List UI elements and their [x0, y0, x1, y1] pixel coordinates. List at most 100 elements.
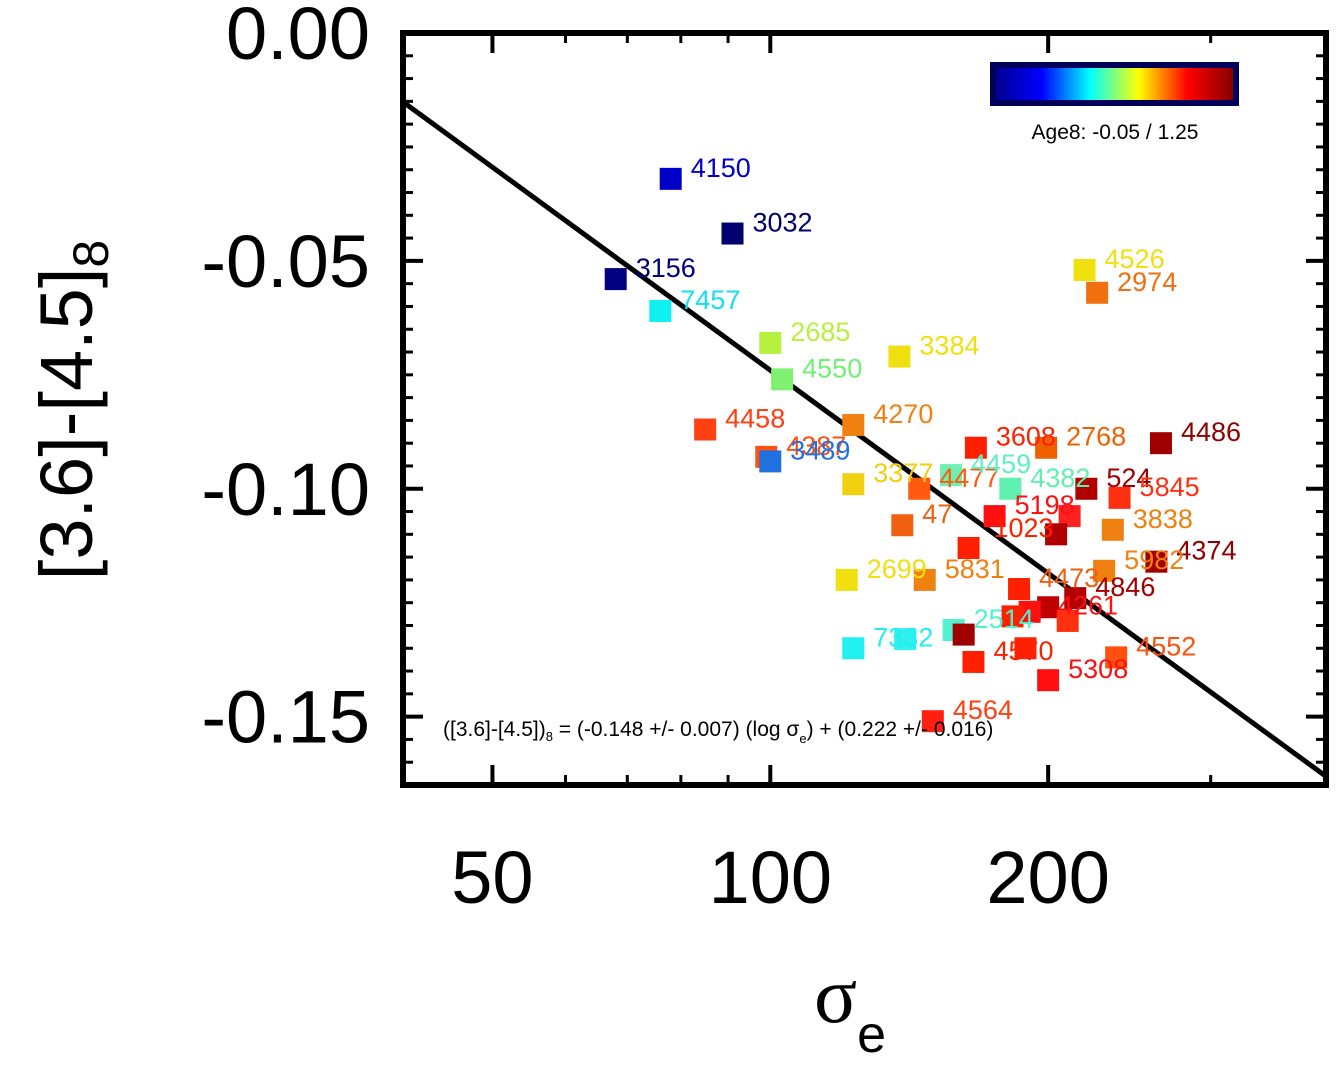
point-label: 3377: [873, 458, 933, 488]
point-label: 4477: [939, 463, 999, 493]
data-point: [983, 505, 1006, 528]
point-label: 4387: [786, 431, 846, 461]
point-label: 4552: [1136, 631, 1196, 661]
point-label: 5308: [1068, 654, 1128, 684]
point-label: 2974: [1117, 267, 1177, 297]
data-point: [891, 514, 914, 537]
x-tick-label: 100: [709, 836, 832, 919]
data-point: [962, 650, 985, 673]
point-label: 4382: [1030, 463, 1090, 493]
x-tick-label: 200: [986, 836, 1109, 919]
point-label: 3489: [790, 435, 850, 465]
point-label: 4459: [971, 449, 1031, 479]
fit-line-layer: [403, 99, 1326, 779]
data-point: [964, 436, 987, 459]
point-label: 2685: [790, 317, 850, 347]
data-point: [957, 537, 980, 560]
point-label: 3608: [996, 422, 1056, 452]
colorbar-gradient: [990, 62, 1239, 106]
point-label: 5982: [1124, 545, 1184, 575]
data-point: [759, 331, 782, 354]
data-point: [1037, 669, 1060, 692]
colorbar: Age8: -0.05 / 1.25: [990, 62, 1239, 144]
point-label: 4570: [993, 636, 1053, 666]
y-tick-label: -0.10: [201, 448, 370, 531]
data-point: [1056, 609, 1079, 632]
point-label: 4261: [1058, 590, 1118, 620]
data-point: [940, 464, 963, 487]
point-label: 4526: [1105, 244, 1165, 274]
point-label: 2768: [1066, 422, 1126, 452]
axis-ticks: 50 100 200 0.00 -0.05 -0.10 -0.15: [201, 0, 1326, 919]
point-label: 5831: [945, 554, 1005, 584]
data-point: [1105, 646, 1128, 669]
point-label: 7457: [680, 285, 740, 315]
data-point: [894, 628, 917, 651]
x-axis-label-subscript: e: [857, 1006, 886, 1064]
data-point: [1058, 505, 1081, 528]
point-label: 4473: [1039, 563, 1099, 593]
data-point: [1108, 486, 1131, 509]
data-point: [888, 345, 911, 368]
point-label: 5845: [1140, 472, 1200, 502]
point-label: 4270: [873, 399, 933, 429]
data-point: [842, 473, 865, 496]
data-point: [952, 623, 975, 646]
data-point: [604, 268, 627, 291]
point-label: 4458: [725, 404, 785, 434]
data-point: [1075, 477, 1098, 500]
data-point: [999, 477, 1022, 500]
point-label: 3838: [1133, 504, 1193, 534]
data-point: [649, 300, 672, 323]
plot-frame: [400, 30, 1329, 788]
data-point: [921, 710, 944, 733]
data-point: [1037, 596, 1060, 619]
y-tick-label: -0.05: [201, 220, 370, 303]
point-label: 4150: [691, 153, 751, 183]
point-label: 4550: [802, 353, 862, 383]
point-label: 7332: [873, 622, 933, 652]
point-label: 5198: [1015, 490, 1075, 520]
data-point: [659, 167, 682, 190]
point-label: 3032: [752, 208, 812, 238]
point-label: 3384: [919, 331, 979, 361]
data-point: [1035, 436, 1058, 459]
data-point: [1145, 550, 1168, 573]
point-label: 524: [1106, 463, 1151, 493]
data-point: [1014, 637, 1037, 660]
data-point: [913, 568, 936, 591]
data-point: [771, 368, 794, 391]
point-label: 2514: [974, 604, 1034, 634]
data-points: [604, 167, 1172, 733]
y-tick-label: -0.15: [201, 676, 370, 759]
data-point: [1086, 281, 1109, 304]
point-label: 47: [922, 499, 952, 529]
point-label: 4374: [1176, 536, 1236, 566]
data-point: [842, 637, 865, 660]
point-label: 4486: [1181, 417, 1241, 447]
x-tick-label: 50: [451, 836, 533, 919]
point-label: 3156: [636, 253, 696, 283]
data-point: [835, 568, 858, 591]
data-point: [1093, 559, 1116, 582]
data-point: [1001, 605, 1024, 628]
data-point: [842, 413, 865, 436]
y-axis-label-subscript: 8: [63, 240, 119, 268]
y-tick-label: 0.00: [226, 0, 370, 75]
y-axis-label: [3.6]-[4.5]8: [25, 240, 119, 580]
data-point: [694, 418, 717, 441]
colorbar-label: Age8: -0.05 / 1.25: [1032, 121, 1199, 144]
fit-equation: ([3.6]-[4.5])8 = (-0.148 +/- 0.007) (log…: [443, 718, 993, 746]
data-point: [908, 477, 931, 500]
data-point: [1101, 518, 1124, 541]
data-point: [1045, 523, 1068, 546]
data-point: [1018, 600, 1041, 623]
point-label: 1023: [993, 513, 1053, 543]
point-label: 4846: [1095, 572, 1155, 602]
data-point: [1064, 587, 1087, 610]
data-point: [1008, 578, 1031, 601]
data-point: [759, 450, 782, 473]
point-label: 2699: [867, 554, 927, 584]
